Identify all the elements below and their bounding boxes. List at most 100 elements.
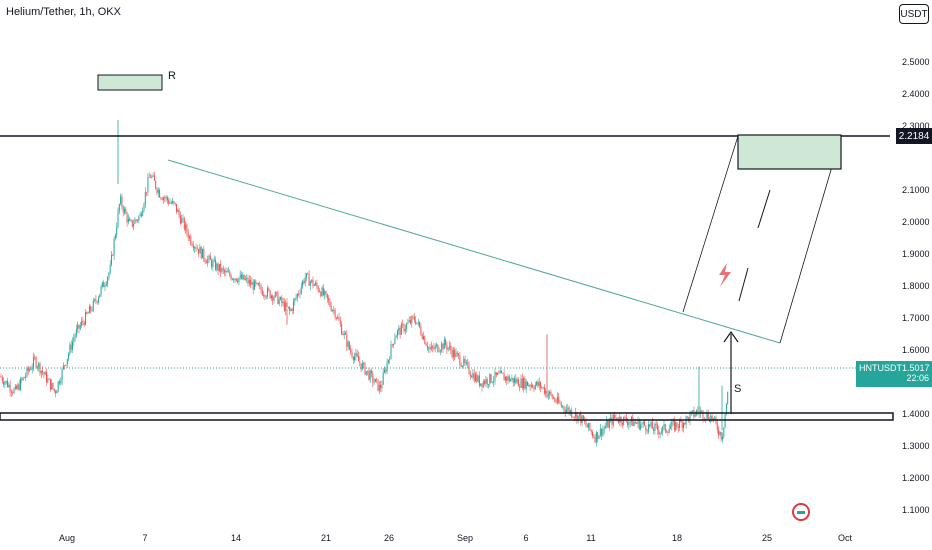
candle-body bbox=[351, 352, 353, 357]
candle-body bbox=[222, 268, 224, 270]
candle-body bbox=[320, 291, 322, 297]
candle-body bbox=[350, 349, 352, 353]
candle-body bbox=[556, 396, 558, 403]
candle-body bbox=[517, 379, 519, 387]
candle-body bbox=[62, 365, 64, 369]
tradingview-logo-icon[interactable] bbox=[792, 503, 810, 521]
candle-body bbox=[636, 422, 638, 424]
candle-body bbox=[364, 362, 366, 375]
candle-body bbox=[642, 421, 644, 424]
candle-body bbox=[3, 381, 5, 385]
channel-left-edge[interactable] bbox=[682, 135, 739, 313]
candle-body bbox=[140, 213, 142, 216]
candle-body bbox=[428, 347, 430, 349]
candle-body bbox=[316, 282, 318, 287]
candle-body bbox=[673, 420, 675, 430]
candle-body bbox=[251, 282, 253, 285]
candle-body bbox=[524, 378, 526, 389]
resistance-box[interactable] bbox=[97, 74, 163, 91]
candle-body bbox=[563, 406, 565, 410]
candle-body bbox=[74, 335, 76, 339]
ticker-label: HNTUSDT bbox=[859, 363, 902, 373]
candle-body bbox=[61, 368, 63, 381]
candle-body bbox=[385, 369, 387, 372]
candle-body bbox=[615, 417, 617, 419]
candle-body bbox=[263, 295, 265, 296]
candle-body bbox=[68, 353, 70, 359]
candle-body bbox=[299, 293, 301, 294]
support-letter: S bbox=[734, 383, 741, 395]
candle-body bbox=[593, 436, 595, 438]
candle-body bbox=[151, 176, 153, 178]
price-tick-label: 1.2000 bbox=[902, 473, 930, 483]
candle-body bbox=[607, 420, 609, 428]
candle-body bbox=[334, 310, 336, 318]
candle-body bbox=[209, 255, 211, 260]
candle-body bbox=[348, 341, 350, 350]
candle-body bbox=[498, 373, 500, 375]
candle-body bbox=[215, 259, 216, 270]
descending-trendline[interactable] bbox=[167, 159, 781, 344]
candle-body bbox=[57, 381, 59, 391]
candle-body bbox=[293, 301, 294, 311]
candle-body bbox=[373, 382, 375, 383]
candle-body bbox=[194, 247, 196, 249]
candle-body bbox=[55, 391, 57, 394]
candle-body bbox=[550, 391, 552, 395]
candle-body bbox=[170, 202, 172, 204]
price-axis: 2.5000 2.4000 2.3000 2.1000 2.0000 1.9000 1.80… bbox=[902, 57, 930, 515]
candle-body bbox=[404, 328, 406, 332]
channel-right-edge[interactable] bbox=[779, 135, 842, 344]
candle-body bbox=[433, 347, 435, 350]
candle-body bbox=[534, 384, 536, 389]
candle-body bbox=[329, 300, 331, 307]
candle-body bbox=[179, 215, 181, 224]
target-zone-box[interactable] bbox=[737, 134, 842, 170]
candle-body bbox=[114, 234, 116, 240]
candle-body bbox=[369, 370, 371, 380]
candle-body bbox=[532, 385, 534, 388]
candle-body bbox=[127, 218, 129, 223]
candle-body bbox=[365, 371, 367, 375]
candle-body bbox=[302, 281, 304, 287]
candle-body bbox=[493, 380, 495, 383]
candle-body bbox=[579, 413, 580, 416]
candle-body bbox=[521, 378, 523, 389]
candle-body bbox=[40, 370, 42, 374]
support-band[interactable] bbox=[0, 412, 894, 421]
candle-body bbox=[601, 428, 603, 436]
candle-body bbox=[658, 430, 660, 435]
candle-body bbox=[676, 422, 678, 428]
candle-body bbox=[264, 295, 266, 298]
candle-body bbox=[312, 279, 314, 286]
candle-body bbox=[92, 300, 94, 311]
price-tick-label: 2.1000 bbox=[902, 185, 930, 195]
candle-body bbox=[527, 381, 528, 386]
candle-body bbox=[306, 273, 307, 278]
candle-body bbox=[510, 379, 512, 382]
candle-body bbox=[7, 380, 8, 387]
candle-body bbox=[541, 387, 543, 389]
candle-body bbox=[434, 345, 436, 350]
candle-body bbox=[424, 336, 426, 344]
candle-body bbox=[714, 417, 716, 419]
candle-body bbox=[273, 297, 275, 301]
candle-body bbox=[462, 365, 463, 367]
symbol-title[interactable]: Helium/Tether, 1h, OKX bbox=[6, 6, 121, 18]
candle-body bbox=[150, 176, 151, 178]
candle-body bbox=[159, 189, 161, 198]
candle-body bbox=[207, 259, 209, 264]
candle-body bbox=[35, 357, 37, 368]
candle-body bbox=[124, 208, 125, 213]
candle-body bbox=[225, 271, 227, 273]
candle-body bbox=[29, 369, 31, 371]
candle-body bbox=[447, 347, 449, 350]
candle-body bbox=[77, 324, 79, 329]
candle-body bbox=[238, 277, 240, 283]
candle-body bbox=[436, 344, 437, 346]
candle-body bbox=[199, 246, 201, 254]
currency-badge[interactable]: USDT bbox=[899, 4, 929, 24]
price-tick-label: 2.5000 bbox=[902, 57, 930, 67]
